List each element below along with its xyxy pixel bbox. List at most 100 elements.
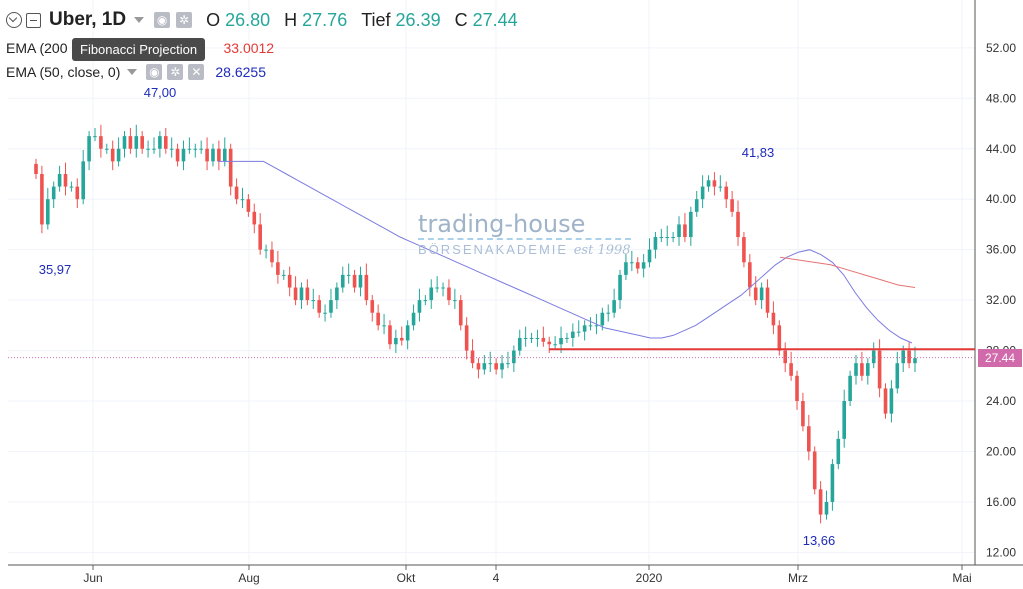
watermark-subtitle: BÖRSENAKADEMIE est 1998 [418,238,631,258]
grid [8,0,975,565]
symbol-title[interactable]: Uber, 1D [49,9,127,30]
x-tick-label: 4 [493,571,500,585]
candle-body [45,199,50,225]
candle-body [559,337,563,345]
ema50-label: EMA (50, close, 0) [6,64,121,80]
ema50-line [218,160,913,344]
candle-body [594,325,599,327]
candle-body [783,350,788,364]
price-annotation: 13,66 [803,533,836,548]
x-tick-label: Aug [238,571,259,585]
candle-body [464,325,469,351]
candle-body [217,148,221,162]
candle-body [476,363,481,370]
candle-body [771,312,776,326]
candle-body [641,262,646,269]
candle-body [789,363,793,376]
close-icon[interactable]: ✕ [188,64,205,80]
eye-icon[interactable]: ◉ [146,64,163,80]
chevron-down-icon[interactable] [134,17,145,23]
y-tick-label: 40.00 [986,192,1016,206]
candle-body [258,224,262,250]
minimize-icon[interactable] [26,12,41,28]
candle-body [146,148,150,150]
candle-body [907,350,911,364]
candle-body [689,211,693,238]
eye-icon[interactable]: ◉ [154,12,171,28]
candle-body [759,287,764,301]
y-tick-label: 48.00 [986,91,1016,105]
candle-body [458,300,463,326]
candle-body [724,186,729,200]
candle-body [635,262,640,269]
candle-body [901,350,906,364]
candle-body [81,161,85,200]
candle-body [175,148,180,162]
collapse-icon[interactable] [6,12,22,28]
candle-body [630,262,634,264]
candle-body [718,186,723,188]
candle-body [340,274,345,288]
y-tick-label: 44.00 [986,142,1016,156]
candle-body [435,287,439,289]
y-tick-label: 52.00 [986,41,1016,55]
price-annotation: 47,00 [144,85,177,100]
y-tick-label: 36.00 [986,243,1016,257]
candle-body [116,148,121,162]
candle-body [517,337,522,351]
candle-body [276,262,280,275]
candle-body [40,173,44,225]
price-annotation: 35,97 [39,262,72,277]
ema200-label: EMA (200 [6,40,68,56]
candle-body [576,331,581,333]
candle-body [193,148,198,150]
ema-lines [8,160,975,359]
candle-body [624,262,628,275]
candle-body [659,237,664,239]
low-label: Tief [361,9,391,30]
candle-body [807,426,811,452]
candle-body [612,300,616,313]
candle-body [394,337,398,345]
candle-body [152,148,156,150]
candle-body [860,363,864,376]
candle-body [700,186,705,200]
candle-body [293,287,298,301]
candle-body [470,350,475,364]
candle-body [441,287,445,289]
candle-body [270,249,274,263]
candle-body [866,363,870,376]
candle-body [63,173,68,187]
candle-body [75,186,80,200]
candle-body [405,325,410,341]
open-label: O [206,9,221,30]
x-tick-label: Mai [952,571,971,585]
open-value: 26.80 [225,9,271,30]
candle-body [748,262,752,288]
candle-body [299,287,304,301]
tooltip: Fibonacci Projection [72,38,206,61]
candle-body [281,274,286,276]
candle-body [429,287,434,301]
y-tick-label: 20.00 [986,444,1016,458]
chevron-down-icon[interactable] [127,69,138,75]
candle-body [913,358,917,364]
candle-body [34,163,38,174]
candle-body [158,136,162,149]
candle-body [877,350,882,389]
candle-body [777,325,782,351]
candle-body [830,464,835,502]
candle-body [311,300,316,302]
candle-body [795,375,799,402]
candle-body [671,237,675,239]
candle-body [535,337,540,339]
candle-body [618,274,622,301]
candle-body [181,148,186,162]
gear-icon[interactable]: ✲ [167,64,184,80]
gear-icon[interactable]: ✲ [176,12,193,28]
candle-body [500,363,504,370]
candle-body [824,501,829,515]
axis-frame [8,0,1023,570]
candle-body [494,363,498,370]
